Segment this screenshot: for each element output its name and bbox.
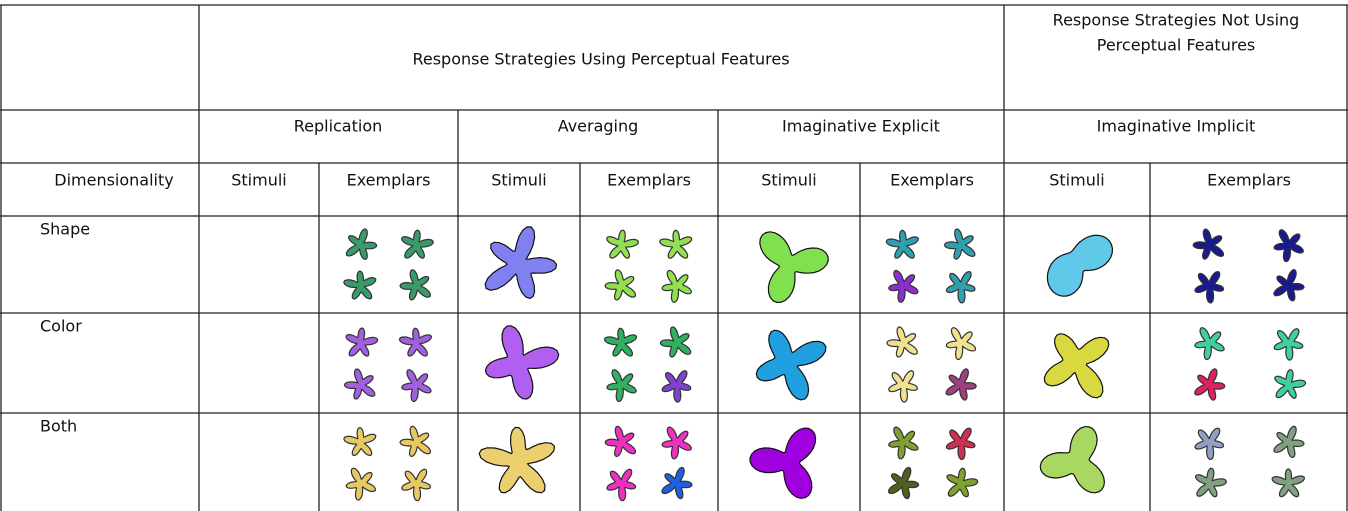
column-header: Stimuli (231, 171, 287, 190)
stimulus-image (604, 425, 636, 458)
strategy-header: Imaginative Implicit (1097, 117, 1256, 136)
table-borders (0, 4, 1348, 511)
stimulus-image (478, 426, 556, 494)
stimulus-image (888, 426, 919, 460)
stimulus-image (945, 270, 976, 304)
stimulus-image (749, 427, 817, 499)
column-header: Exemplars (890, 171, 974, 190)
stimulus-image (945, 368, 977, 401)
group-header: Response Strategies Not Using (1053, 11, 1300, 30)
column-header: Stimuli (491, 171, 547, 190)
stimulus-image (343, 270, 377, 300)
column-header: Exemplars (347, 171, 431, 190)
stimulus-image (659, 229, 693, 259)
stimulus-image (343, 368, 376, 400)
stimulus-image (401, 468, 432, 502)
stimulus-image (945, 326, 977, 361)
stimulus-image (345, 467, 377, 501)
row-label: Both (40, 417, 77, 436)
stimulus-image (887, 466, 920, 500)
stimulus-image (1194, 368, 1226, 401)
column-header: Stimuli (761, 171, 817, 190)
stimulus-image (1273, 268, 1305, 302)
row-label: Shape (40, 220, 90, 239)
stimulus-image (1194, 326, 1225, 361)
strategy-header: Averaging (558, 117, 639, 136)
stimulus-image (1194, 467, 1228, 498)
stimulus-image (604, 269, 636, 301)
stimulus-image (886, 326, 918, 358)
stimulus-image (1273, 328, 1304, 361)
column-header: Dimensionality (54, 171, 173, 190)
stimulus-image (945, 427, 976, 461)
stimulus-image (606, 229, 639, 259)
stimulus-image (399, 269, 431, 301)
stimulus-image (484, 325, 560, 400)
group-header: Perceptual Features (1097, 36, 1256, 55)
stimulus-image (659, 326, 692, 358)
stimulus-image (755, 329, 827, 401)
stimulus-image (345, 228, 378, 261)
stimulus-image (1273, 425, 1305, 459)
stimulus-image (401, 368, 432, 403)
stimulus-image (661, 370, 692, 403)
stimulus-image (946, 467, 979, 498)
stimulus-image (661, 426, 692, 460)
stimulus-image (398, 327, 433, 357)
stimulus-image (343, 427, 377, 457)
stimulus-image (1046, 234, 1114, 297)
stimulus-image (1194, 427, 1225, 461)
stimulus-image (1271, 468, 1306, 498)
stimulus-image (885, 229, 919, 259)
stimulus-image (888, 370, 919, 403)
stimulus-image (399, 425, 431, 458)
stimulus-image (1043, 333, 1110, 399)
column-header: Exemplars (607, 171, 691, 190)
stimulus-image (943, 228, 976, 260)
column-header: Stimuli (1049, 171, 1105, 190)
stimulus-image (484, 226, 558, 300)
stimulus-image (345, 327, 379, 357)
stimulus-image (661, 269, 692, 303)
stimulus-image (1192, 228, 1224, 260)
stimulus-image (888, 269, 919, 303)
row-label: Color (40, 317, 82, 336)
stimulus-image (400, 229, 434, 259)
stimulus-image (603, 327, 638, 357)
stimulus-image (661, 466, 693, 500)
stimulus-image (606, 368, 637, 403)
stimulus-image (1274, 368, 1307, 399)
column-header: Exemplars (1207, 171, 1291, 190)
strategy-header: Replication (294, 117, 383, 136)
stimulus-image (1194, 270, 1225, 304)
group-header: Response Strategies Using Perceptual Fea… (412, 50, 789, 69)
stimulus-image (759, 231, 829, 304)
strategy-header: Imaginative Explicit (782, 117, 940, 136)
stimulus-image (1273, 229, 1304, 263)
stimulus-image (606, 468, 637, 502)
stimulus-image (1039, 426, 1106, 494)
